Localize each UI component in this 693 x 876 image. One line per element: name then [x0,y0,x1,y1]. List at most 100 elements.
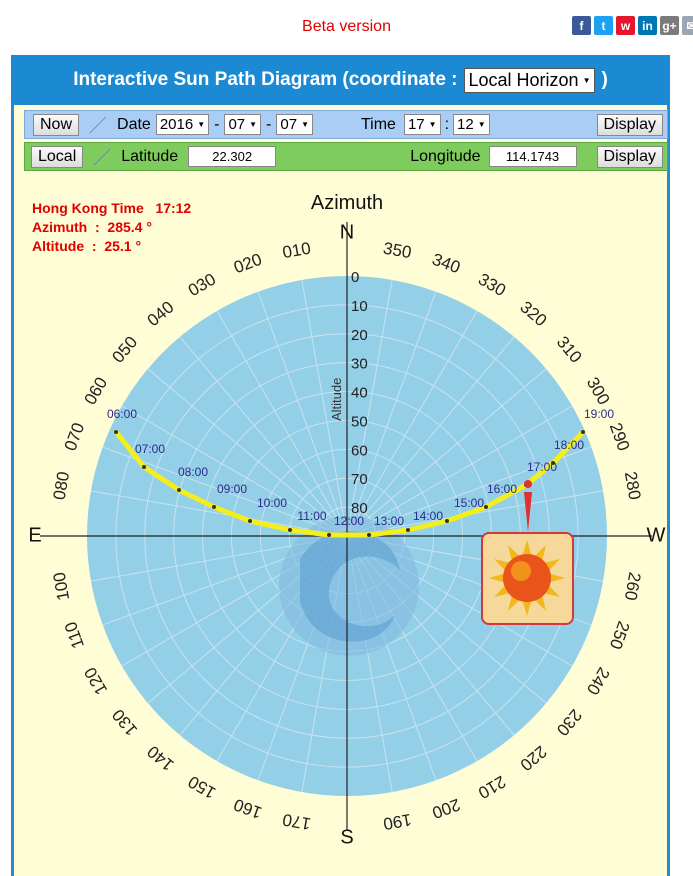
azimuth-spoke [346,368,547,537]
azimuth-spoke [346,279,393,537]
hour-select[interactable]: 17 ▼ [403,114,441,135]
hour-dot [327,533,331,537]
azimuth-tick-label: 020 [231,250,264,278]
azimuth-tick-label: 140 [144,742,178,775]
twitter-icon[interactable]: t [594,16,613,35]
chevron-down-icon: ▼ [249,120,258,129]
azimuth-spoke [346,310,478,537]
azimuth-tick-label: 220 [516,742,550,775]
sun-path-line [113,429,586,538]
facebook-icon[interactable]: f [572,16,591,35]
hour-dot [212,505,216,509]
west-label: W [647,524,666,546]
azimuth-tick-label: 290 [606,420,634,453]
azimuth-spoke [301,279,348,537]
azimuth-tick-label: 320 [516,297,550,330]
azimuth-tick-label: 110 [61,619,88,651]
time-colon: : [444,115,450,133]
header-suffix: ) [601,69,608,90]
altitude-tick-label: 60 [351,442,368,459]
year-value: 2016 [159,116,194,133]
chevron-down-icon: ▼ [477,120,486,129]
azimuth-spoke [346,336,515,537]
altitude-tick-label: 0 [351,269,359,286]
coordinate-select[interactable]: Local Horizon ▼ [463,67,596,93]
azimuth-spoke [121,405,348,537]
hour-label: 08:00 [178,465,208,479]
weibo-icon[interactable]: w [616,16,635,35]
chevron-down-icon: ▼ [197,120,206,129]
hour-label: 09:00 [217,482,247,496]
minute-select[interactable]: 12 ▼ [453,114,490,135]
azimuth-spoke [216,310,348,537]
altitude-tick-label: 50 [351,413,368,430]
azimuth-tick-label: 080 [50,470,74,501]
azimuth-tick-label: 060 [81,374,112,408]
azimuth-title: Azimuth [311,192,383,214]
chevron-down-icon: ▼ [582,75,591,85]
hour-value: 17 [407,116,425,133]
azimuth-tick-label: 050 [108,333,141,367]
latitude-input[interactable]: 22.302 [188,146,277,167]
hour-label: 07:00 [135,442,165,456]
hour-dot [367,533,371,537]
azimuth-tick-label: 100 [50,571,74,602]
azimuth-tick-label: 120 [81,664,112,698]
display-time-button[interactable]: Display [596,113,663,136]
sun-highlight [511,561,531,581]
hour-label: 11:00 [297,509,326,523]
azimuth-tick-label: 040 [144,297,178,330]
azimuth-tick-label: 250 [606,619,634,652]
local-time-readout: Hong Kong Time 17:12 [32,200,192,216]
hour-label: 14:00 [413,509,443,523]
current-sun-marker[interactable] [524,480,532,488]
sun-icon [489,540,565,616]
azimuth-tick-label: 260 [621,571,645,602]
hour-label: 15:00 [454,496,484,510]
year-select[interactable]: 2016 ▼ [155,114,210,135]
sun-ray [522,599,532,616]
hour-dot [581,430,585,434]
hour-dot [142,465,146,469]
altitude-readout: Altitude : 25.1 ° [32,238,142,254]
googleplus-icon[interactable]: g+ [660,16,679,35]
east-label: E [28,524,41,546]
date-label: Date [117,115,151,133]
azimuth-tick-label: 300 [583,374,614,408]
hour-dot [406,528,410,532]
sun-ray [522,540,532,557]
hour-dot [288,528,292,532]
azimuth-spoke [179,336,348,537]
local-button[interactable]: Local [31,145,84,168]
month-select[interactable]: 07 ▼ [224,114,262,135]
hour-label: 17:00 [527,460,557,474]
chevron-down-icon: ▼ [428,120,437,129]
azimuth-readout: Azimuth : 285.4 ° [32,219,152,235]
coordinate-value: Local Horizon [468,69,579,90]
longitude-input[interactable]: 114.1743 [488,146,577,167]
display-location-button[interactable]: Display [596,145,663,168]
minute-value: 12 [457,116,474,133]
hour-dot [177,488,181,492]
separator-slash: ／ [93,147,112,168]
azimuth-tick-label: 170 [281,810,312,834]
logo-swirl [300,531,400,642]
azimuth-spoke [102,446,348,537]
azimuth-spoke [147,368,348,537]
hour-dot [114,430,118,434]
altitude-tick-label: 10 [351,298,368,315]
azimuth-tick-label: 350 [382,239,413,263]
altitude-tick-label: 40 [351,385,368,402]
azimuth-tick-label: 310 [553,333,586,367]
now-button[interactable]: Now [33,113,80,136]
day-select[interactable]: 07 ▼ [276,114,313,135]
email-icon[interactable]: ✉ [682,16,693,35]
azimuth-tick-label: 070 [61,420,89,453]
time-label: Time [360,115,396,133]
hour-dot [484,505,488,509]
azimuth-tick-label: 230 [553,705,586,739]
linkedin-icon[interactable]: in [638,16,657,35]
azimuth-tick-label: 280 [621,470,645,501]
day-value: 07 [280,116,298,133]
